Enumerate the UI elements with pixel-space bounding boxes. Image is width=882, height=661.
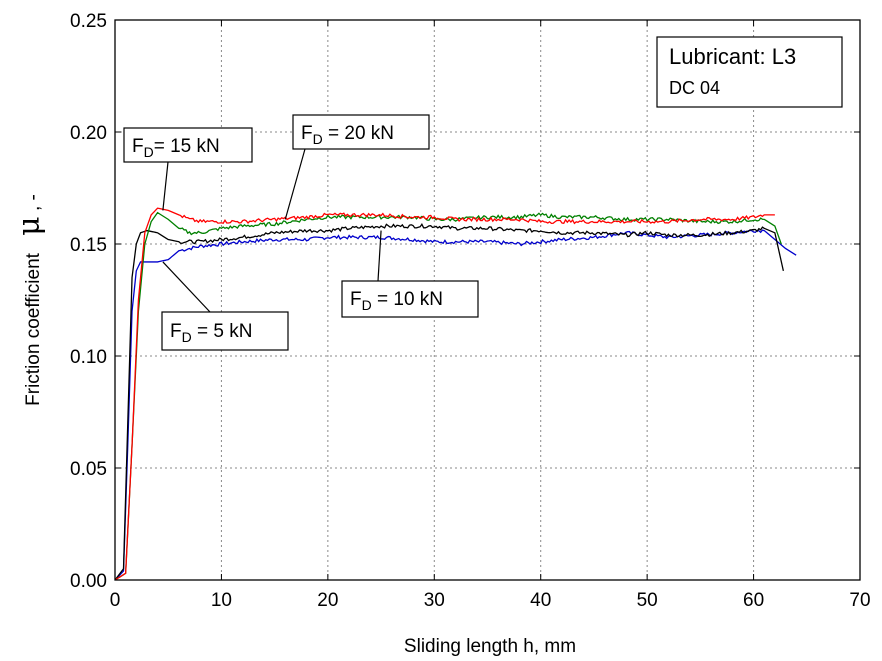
x-axis-label: Sliding length h, mm — [404, 636, 576, 657]
x-tick-label: 30 — [424, 590, 445, 611]
leader-line-fd10 — [377, 230, 382, 282]
svg-text:Friction coefficient μ: Friction coefficient μ , - — [12, 194, 47, 406]
x-tick-label: 60 — [743, 590, 764, 611]
x-tick-label: 70 — [849, 590, 870, 611]
y-tick-label: 0.10 — [70, 347, 107, 368]
ticks — [114, 19, 861, 581]
svg-text:FD = 5 kN: FD = 5 kN — [170, 321, 252, 345]
leader-line-fd15 — [162, 161, 169, 211]
y-tick-label: 0.05 — [70, 459, 107, 480]
series-line-3 — [114, 207, 775, 581]
y-tick-label: 0.15 — [70, 235, 107, 256]
x-tick-label: 10 — [211, 590, 232, 611]
y-tick-label: 0.00 — [70, 571, 107, 592]
y-tick-label: 0.25 — [70, 11, 107, 32]
annotation-fd10: FD = 10 kN — [341, 230, 479, 318]
leader-line-fd5 — [162, 261, 211, 313]
info-box: Lubricant: L3 DC 04 — [656, 36, 843, 108]
x-tick-label: 50 — [637, 590, 658, 611]
plot-frame — [114, 19, 861, 581]
y-axis-label: Friction coefficient μ , - — [12, 194, 47, 406]
grid — [115, 20, 860, 580]
y-axis-label-text: Friction coefficient — [23, 252, 44, 405]
y-axis-mu-symbol: μ — [12, 216, 47, 236]
x-tick-label: 40 — [530, 590, 551, 611]
x-tick-label: 0 — [110, 590, 121, 611]
x-tick-label: 20 — [317, 590, 338, 611]
series-line-1 — [114, 223, 785, 581]
y-tick-label: 0.20 — [70, 123, 107, 144]
tick-labels: 0 10 20 30 40 50 60 70 0.00 0.05 0.10 0.15 0.20 0.25 — [70, 11, 871, 611]
annotation-fd20: FD = 20 kN — [284, 114, 430, 220]
svg-text:FD = 20 kN: FD = 20 kN — [301, 123, 394, 147]
svg-text:FD= 15 kN: FD= 15 kN — [132, 136, 220, 160]
svg-text:FD = 10 kN: FD = 10 kN — [350, 289, 443, 313]
annotation-fd5: FD = 5 kN — [161, 261, 289, 351]
series-line-2 — [114, 211, 782, 581]
leader-line-fd20 — [284, 148, 306, 220]
annotation-fd15: FD= 15 kN — [123, 127, 253, 211]
info-box-subtitle: DC 04 — [669, 78, 720, 98]
y-axis-unit: , - — [23, 194, 44, 211]
series-group — [114, 207, 797, 581]
info-box-title: Lubricant: L3 — [669, 44, 796, 69]
